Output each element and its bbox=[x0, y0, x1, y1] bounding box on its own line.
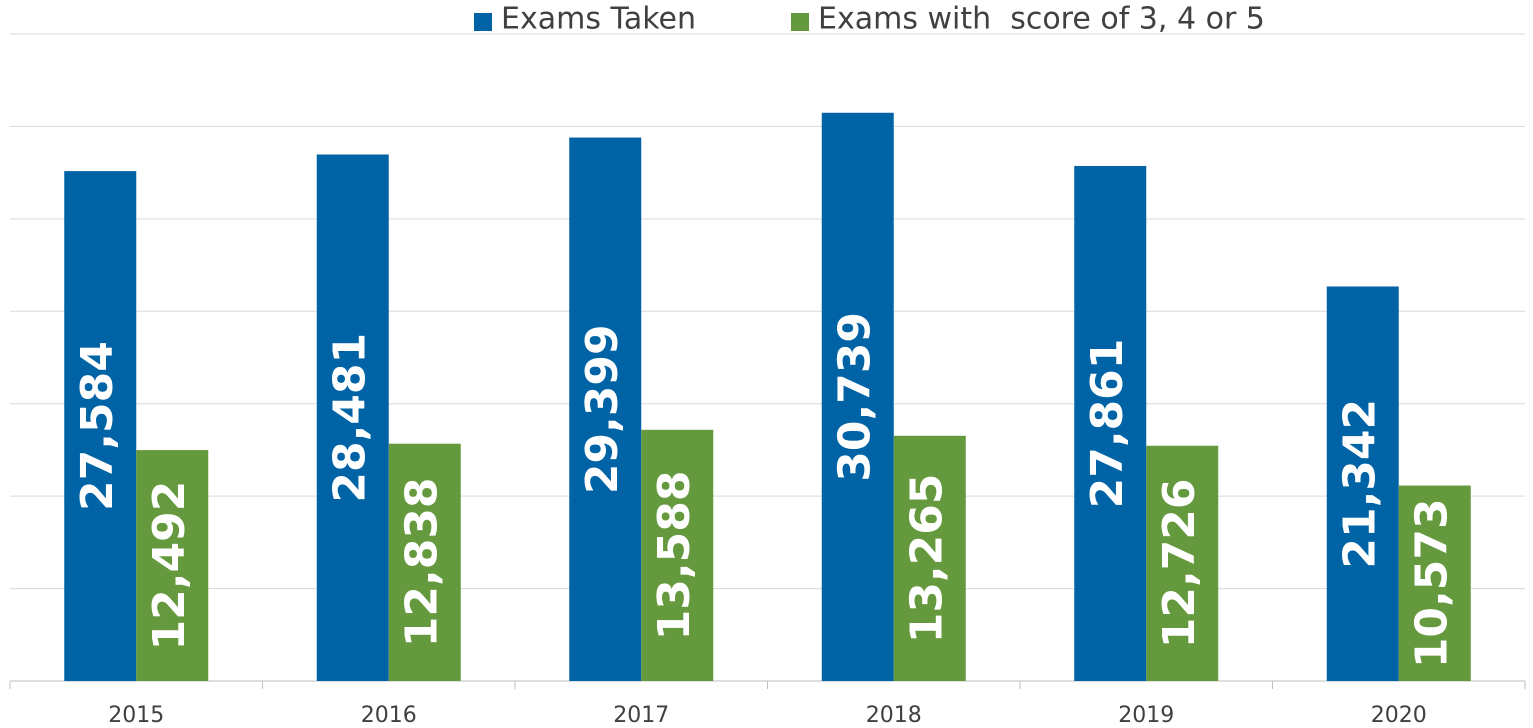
legend-swatch bbox=[791, 13, 809, 31]
bar bbox=[1074, 165, 1147, 682]
value-label: 29,399 bbox=[577, 324, 628, 494]
bar bbox=[1398, 485, 1471, 681]
legend-swatch bbox=[474, 13, 492, 31]
bar bbox=[641, 429, 714, 681]
value-label: 21,342 bbox=[1335, 399, 1386, 569]
bar bbox=[1146, 445, 1219, 681]
value-label: 27,584 bbox=[72, 341, 123, 511]
bar bbox=[316, 154, 389, 682]
value-label: 30,739 bbox=[830, 312, 881, 482]
legend-label: Exams Taken bbox=[501, 2, 696, 37]
x-tick-label: 2015 bbox=[108, 703, 164, 728]
value-label: 12,838 bbox=[397, 477, 448, 647]
value-label: 27,861 bbox=[1082, 339, 1133, 509]
bar bbox=[893, 435, 966, 681]
bar bbox=[821, 112, 894, 681]
bar bbox=[64, 171, 137, 681]
bar bbox=[569, 137, 642, 682]
value-label: 13,265 bbox=[902, 473, 953, 643]
x-tick-label: 2017 bbox=[613, 703, 669, 728]
bar bbox=[136, 450, 209, 681]
bar bbox=[1326, 286, 1399, 681]
value-label: 10,573 bbox=[1407, 498, 1458, 668]
value-label: 12,726 bbox=[1154, 478, 1205, 648]
x-tick-label: 2020 bbox=[1371, 703, 1427, 728]
x-tick-label: 2016 bbox=[361, 703, 417, 728]
value-label: 12,492 bbox=[144, 481, 195, 651]
value-label: 13,588 bbox=[649, 471, 700, 641]
x-tick-label: 2019 bbox=[1118, 703, 1174, 728]
value-label: 28,481 bbox=[325, 333, 376, 503]
legend-label: Exams with score of 3, 4 or 5 bbox=[818, 2, 1265, 37]
bar bbox=[388, 443, 461, 681]
x-tick-label: 2018 bbox=[866, 703, 922, 728]
